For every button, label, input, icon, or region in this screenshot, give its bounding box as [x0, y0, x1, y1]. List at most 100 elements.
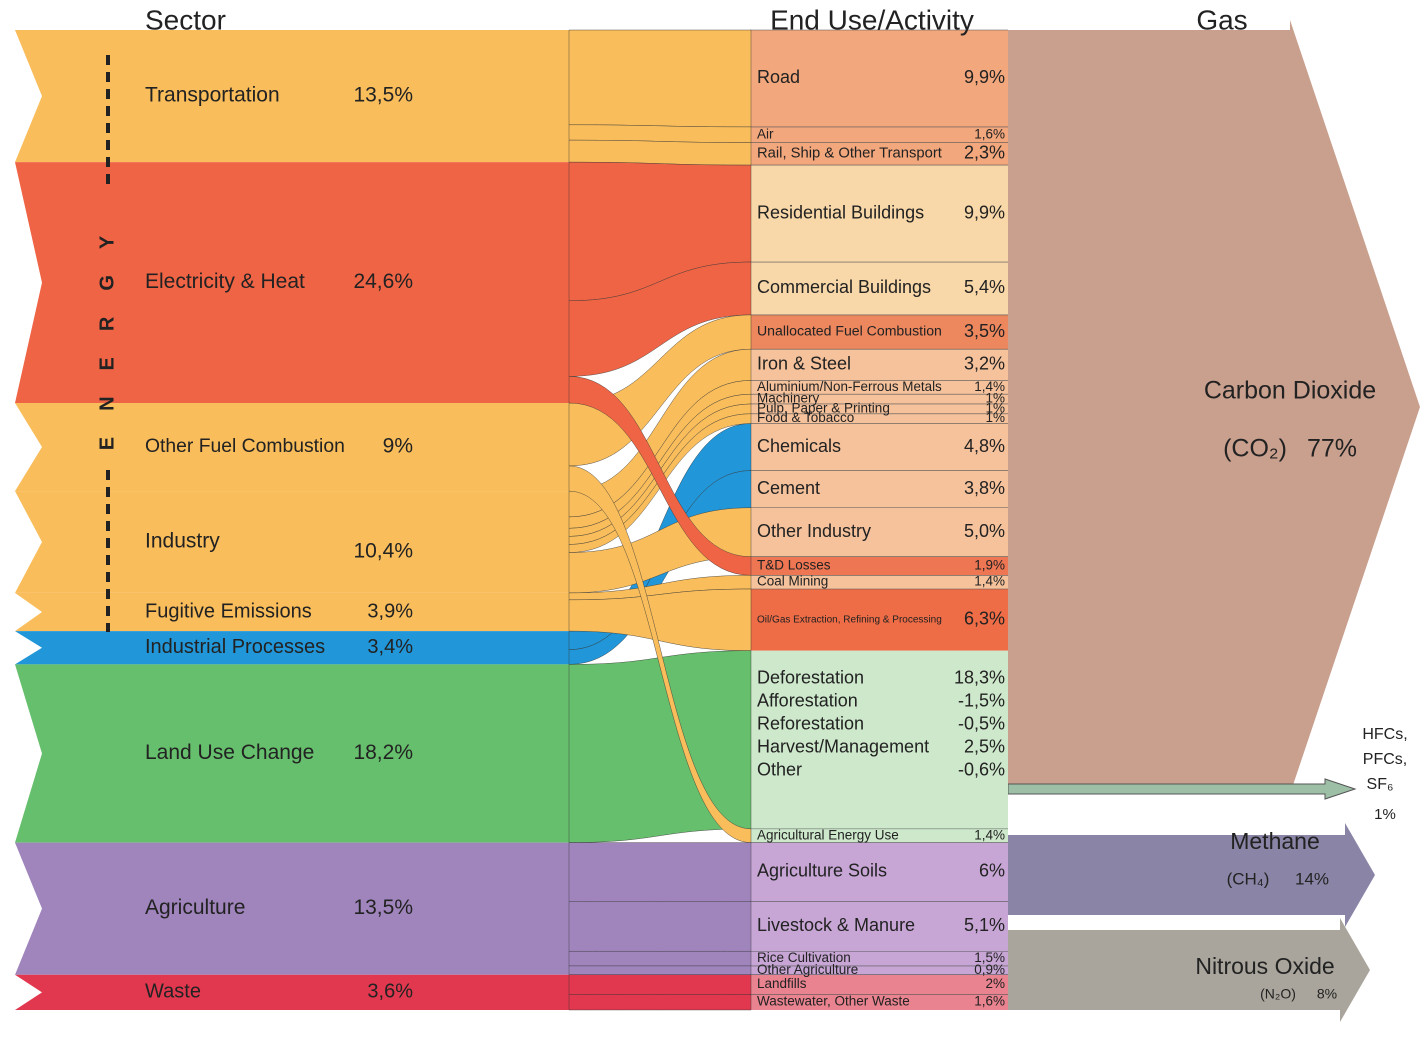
end-use-box [750, 828, 1008, 843]
end-use-name: Residential Buildings [757, 202, 924, 222]
end-use-name: Wastewater, Other Waste [757, 994, 910, 1009]
gas-label: Carbon Dioxide [1204, 377, 1376, 405]
land-use-value: 2,5% [964, 736, 1005, 756]
end-use-value: 0,9% [974, 962, 1005, 977]
gas-arrow [1007, 778, 1357, 800]
end-use-name: Rail, Ship & Other Transport [757, 146, 942, 162]
gas-label: Nitrous Oxide [1195, 953, 1334, 979]
background-layer [15, 20, 1420, 1022]
gas-arrow [1008, 823, 1375, 927]
sector-name: Industry [145, 530, 220, 553]
sector-band [15, 162, 570, 403]
end-use-name: Cement [757, 478, 820, 498]
end-use-value: 3,8% [964, 478, 1005, 498]
end-use-box [750, 126, 1008, 143]
flow-layer [568, 29, 752, 1011]
end-use-value: 1,9% [974, 558, 1005, 573]
energy-label: ENERGY [96, 210, 118, 450]
end-use-value: 9,9% [964, 202, 1005, 222]
column-title: Sector [145, 4, 226, 35]
end-use-name: Road [757, 67, 800, 87]
flow [568, 974, 752, 995]
end-use-name: Livestock & Manure [757, 915, 915, 935]
sector-name: Agriculture [145, 896, 245, 919]
end-use-box [750, 142, 1008, 166]
flow [568, 994, 752, 1011]
end-use-name: Iron & Steel [757, 354, 851, 374]
sector-name: Industrial Processes [145, 636, 325, 658]
end-use-name: Agriculture Soils [757, 861, 887, 881]
end-use-box [750, 842, 1008, 902]
gas-label: 8% [1317, 986, 1337, 1002]
gas-label: (CO₂) [1223, 435, 1287, 463]
gas-label: PFCs, [1363, 751, 1407, 768]
sector-value: 18,2% [353, 741, 413, 764]
end-use-name: Pulp, Paper & Printing [757, 400, 890, 415]
end-use-name: Air [757, 126, 774, 141]
column-title: Gas [1196, 4, 1247, 35]
end-use-box [750, 262, 1008, 315]
flow [568, 124, 752, 143]
sector-band [15, 402, 570, 492]
end-use-name: Rice Cultivation [757, 950, 851, 965]
end-use-box [750, 394, 1008, 404]
end-use-name: Commercial Buildings [757, 277, 931, 297]
sector-value: 9% [383, 435, 413, 458]
end-use-value: 1% [985, 391, 1005, 406]
end-use-box [750, 470, 1008, 508]
end-use-box [750, 314, 1008, 350]
end-use-value: 1,4% [974, 574, 1005, 589]
flow [568, 650, 752, 843]
end-use-value: 1,5% [974, 950, 1005, 965]
sector-band [15, 592, 570, 632]
sector-band [15, 491, 570, 593]
flow [568, 29, 752, 128]
end-use-value: 1,6% [974, 126, 1005, 141]
end-use-value: 5,0% [964, 521, 1005, 541]
end-use-value: 6,3% [964, 609, 1005, 629]
end-use-value: 2% [985, 976, 1005, 991]
end-use-name: Oil/Gas Extraction, Refining & Processin… [757, 614, 942, 625]
end-use-value: 3,5% [964, 321, 1005, 341]
sector-name: Waste [145, 981, 201, 1003]
sector-name: Other Fuel Combustion [145, 435, 345, 457]
land-use-value: -0,6% [958, 759, 1005, 779]
end-use-value: 5,1% [964, 915, 1005, 935]
end-use-box [750, 575, 1008, 590]
end-use-name: Coal Mining [757, 574, 828, 589]
sector-name: Electricity & Heat [145, 270, 305, 293]
end-use-name: Aluminium/Non-Ferrous Metals [757, 379, 942, 394]
gas-label: (CH₄) [1227, 869, 1270, 888]
land-use-name: Reforestation [757, 713, 864, 733]
end-use-box [750, 30, 1008, 127]
end-use-name: Unallocated Fuel Combustion [757, 323, 942, 339]
end-use-name: Other Industry [757, 521, 871, 541]
label-layer: Transportation 13,5% Electricity & Heat 24,… [96, 55, 1408, 1009]
end-use-value: 1,4% [974, 827, 1005, 842]
flow [568, 951, 752, 967]
end-use-value: 3,2% [964, 354, 1005, 374]
sector-name: Transportation [145, 84, 280, 107]
end-use-name: Other Agriculture [757, 962, 858, 977]
end-use-value: 1,6% [974, 994, 1005, 1009]
land-use-name: Deforestation [757, 667, 864, 687]
flow [568, 376, 752, 576]
land-use-value: 18,3% [954, 667, 1005, 687]
gas-label: Methane [1230, 828, 1320, 854]
end-use-name: Chemicals [757, 436, 841, 456]
end-use-value: 1% [985, 410, 1005, 425]
end-use-name: Food & Tobacco [757, 410, 854, 425]
end-use-value: 6% [979, 861, 1005, 881]
land-use-name: Harvest/Management [757, 736, 929, 756]
end-use-box [750, 380, 1008, 395]
end-use-box [750, 974, 1008, 995]
sector-value: 3,4% [367, 636, 413, 658]
end-use-box [750, 165, 1008, 263]
end-use-value: 4,8% [964, 436, 1005, 456]
sector-value: 10,4% [353, 540, 413, 563]
end-use-box [750, 994, 1008, 1010]
sector-band [15, 842, 570, 975]
sector-value: 13,5% [353, 896, 413, 919]
land-use-name: Afforestation [757, 690, 858, 710]
end-use-name: Agricultural Energy Use [757, 827, 899, 842]
